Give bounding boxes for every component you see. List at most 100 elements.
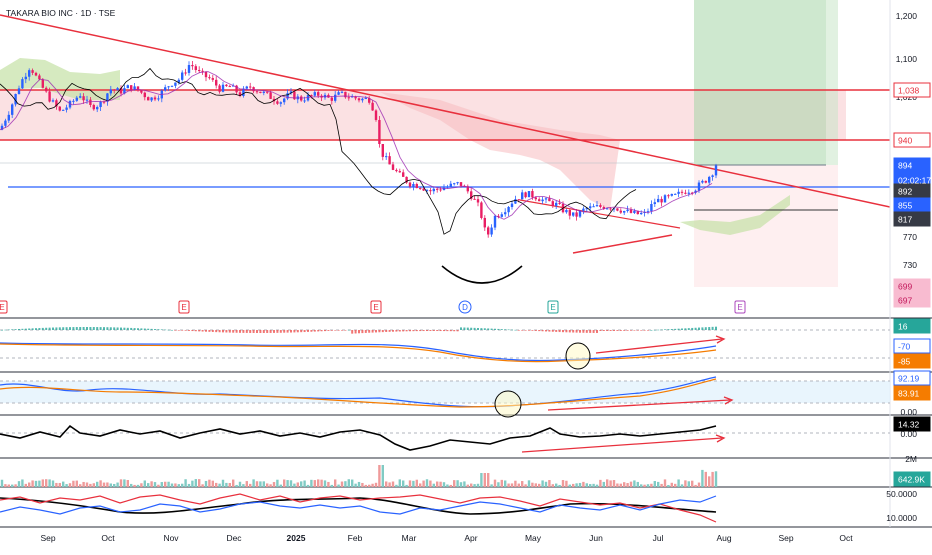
candle-body bbox=[687, 192, 690, 194]
volume-bar bbox=[21, 479, 24, 487]
macd-hist-bar bbox=[313, 330, 316, 332]
candle-body bbox=[660, 198, 663, 203]
volume-bar bbox=[636, 481, 639, 487]
macd-hist-bar bbox=[99, 327, 102, 330]
earnings-marker[interactable] bbox=[178, 300, 190, 314]
macd-hist-bar bbox=[52, 327, 54, 330]
volume-bar bbox=[147, 483, 150, 487]
volume-bar bbox=[592, 483, 595, 487]
indicator-trend-arrow bbox=[521, 437, 723, 453]
macd-hist-bar bbox=[490, 328, 493, 330]
volume-bar bbox=[334, 479, 337, 487]
rsi-trend-arrow bbox=[547, 399, 731, 411]
volume-bar bbox=[602, 481, 605, 487]
price-label-box bbox=[893, 338, 931, 354]
indicator-line bbox=[0, 424, 717, 451]
macd-hist-bar bbox=[252, 330, 255, 333]
macd-hist-bar bbox=[657, 329, 660, 331]
volume-bar bbox=[82, 481, 85, 487]
macd-hist-bar bbox=[327, 330, 330, 331]
candle-body bbox=[0, 125, 4, 130]
macd-hist-bar bbox=[35, 328, 37, 330]
volume-bar bbox=[694, 484, 697, 487]
macd-hist-bar bbox=[558, 330, 561, 333]
volume-bar bbox=[663, 479, 667, 487]
candle-body bbox=[136, 86, 140, 91]
candle-body bbox=[225, 84, 228, 87]
candle-body bbox=[24, 76, 27, 80]
candle-body bbox=[582, 208, 585, 211]
earnings-marker[interactable] bbox=[734, 300, 746, 314]
macd-hist-bar bbox=[361, 330, 364, 334]
candle-body bbox=[446, 186, 449, 188]
candle-body bbox=[150, 97, 153, 101]
macd-hist-bar bbox=[330, 330, 333, 331]
volume-bar bbox=[300, 481, 303, 487]
volume-bar bbox=[646, 484, 650, 487]
candle-body bbox=[208, 77, 211, 79]
price-label: 642.9K bbox=[898, 475, 925, 485]
macd-pane bbox=[0, 326, 890, 370]
candle-body bbox=[449, 183, 452, 187]
volume-bar bbox=[361, 482, 364, 487]
candle-body bbox=[354, 96, 357, 99]
volume-bar bbox=[595, 484, 599, 487]
macd-hist-bar bbox=[670, 329, 673, 330]
candle-body bbox=[657, 198, 660, 203]
volume-bar bbox=[45, 479, 48, 487]
earnings-marker[interactable] bbox=[0, 300, 8, 314]
volume-bar bbox=[650, 483, 653, 487]
earnings-marker[interactable] bbox=[370, 300, 382, 314]
macd-hist-bar bbox=[337, 330, 340, 331]
time-axis: Sep Oct Nov Dec 2025 Feb Mar Apr May Jun Jul Aug Sep… bbox=[40, 533, 853, 543]
volume-bar bbox=[211, 480, 214, 487]
volume-bar bbox=[456, 480, 459, 487]
volume-bar bbox=[555, 483, 558, 487]
macd-hist-bar bbox=[568, 330, 571, 333]
macd-hist-bar bbox=[415, 330, 418, 332]
earnings-marker[interactable] bbox=[547, 300, 559, 314]
volume-bar bbox=[606, 479, 609, 487]
candle-body bbox=[453, 183, 456, 185]
price-label-box bbox=[893, 385, 931, 401]
macd-hist-bar bbox=[422, 330, 425, 332]
candle-body bbox=[483, 217, 486, 228]
volume-bar bbox=[412, 480, 415, 487]
candle-body bbox=[51, 100, 55, 102]
macd-hist-bar bbox=[388, 330, 391, 332]
candle-body bbox=[456, 182, 459, 184]
candle-body bbox=[126, 85, 129, 89]
volume-bar bbox=[177, 484, 180, 487]
volume-bar bbox=[75, 480, 78, 487]
volume-bar bbox=[640, 484, 643, 487]
macd-hist-bar bbox=[623, 330, 626, 331]
candle-body bbox=[640, 213, 643, 215]
price-label: -70 bbox=[898, 342, 911, 352]
candle-body bbox=[714, 165, 718, 176]
target-zone-light bbox=[826, 0, 838, 165]
candle-body bbox=[595, 205, 599, 207]
volume-bar bbox=[677, 479, 680, 487]
macd-hist-bar bbox=[157, 329, 160, 330]
candle-body bbox=[313, 92, 316, 96]
volume-bar bbox=[289, 480, 293, 487]
volume-bar bbox=[643, 484, 646, 487]
macd-hist-bar bbox=[579, 330, 581, 333]
volume-bar bbox=[609, 480, 612, 487]
macd-hist-bar bbox=[65, 327, 68, 330]
volume-bar bbox=[626, 483, 629, 487]
signal-line bbox=[0, 343, 717, 363]
volume-bar bbox=[619, 483, 622, 487]
volume-bar bbox=[463, 481, 466, 487]
volume-bar bbox=[218, 483, 221, 487]
candle-body bbox=[157, 98, 160, 100]
macd-hist-bar bbox=[167, 329, 170, 331]
volume-bar bbox=[565, 480, 568, 487]
dividend-marker[interactable] bbox=[458, 300, 472, 314]
macd-hist-bar bbox=[429, 330, 432, 332]
macd-hist-bar bbox=[41, 327, 44, 330]
macd-hist-bar bbox=[677, 328, 680, 330]
candle-body bbox=[415, 184, 418, 189]
